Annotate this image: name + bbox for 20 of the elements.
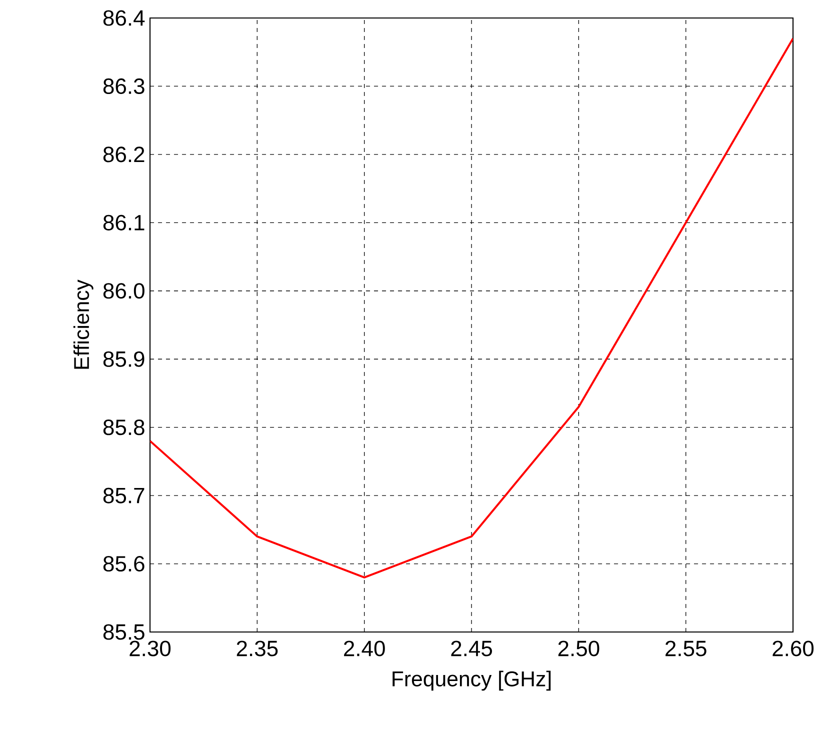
- x-tick-label: 2.35: [236, 640, 278, 656]
- y-tick-label: 85.7: [103, 488, 144, 504]
- x-axis-title: Frequency [GHz]: [392, 670, 551, 691]
- y-axis-title: Efficiency: [73, 280, 94, 369]
- y-tick-label: 86.2: [103, 146, 144, 162]
- y-tick-label: 86.4: [103, 10, 145, 26]
- y-tick-label: 85.9: [103, 351, 144, 367]
- y-tick-label: 85.5: [103, 624, 144, 640]
- x-tick-label: 2.45: [451, 640, 492, 656]
- y-tick-label: 86.1: [103, 214, 144, 230]
- y-tick-label: 86.0: [103, 283, 144, 299]
- y-tick-label: 85.8: [103, 420, 144, 436]
- y-tick-label: 86.3: [103, 78, 144, 94]
- x-tick-label: 2.30: [130, 640, 171, 656]
- x-tick-label: 2.50: [558, 640, 600, 656]
- line-series: [150, 37, 794, 578]
- x-tick-label: 2.60: [772, 640, 814, 656]
- y-tick-label: 85.6: [103, 556, 144, 572]
- x-tick-label: 2.40: [344, 640, 385, 656]
- x-tick-label: 2.55: [666, 640, 706, 656]
